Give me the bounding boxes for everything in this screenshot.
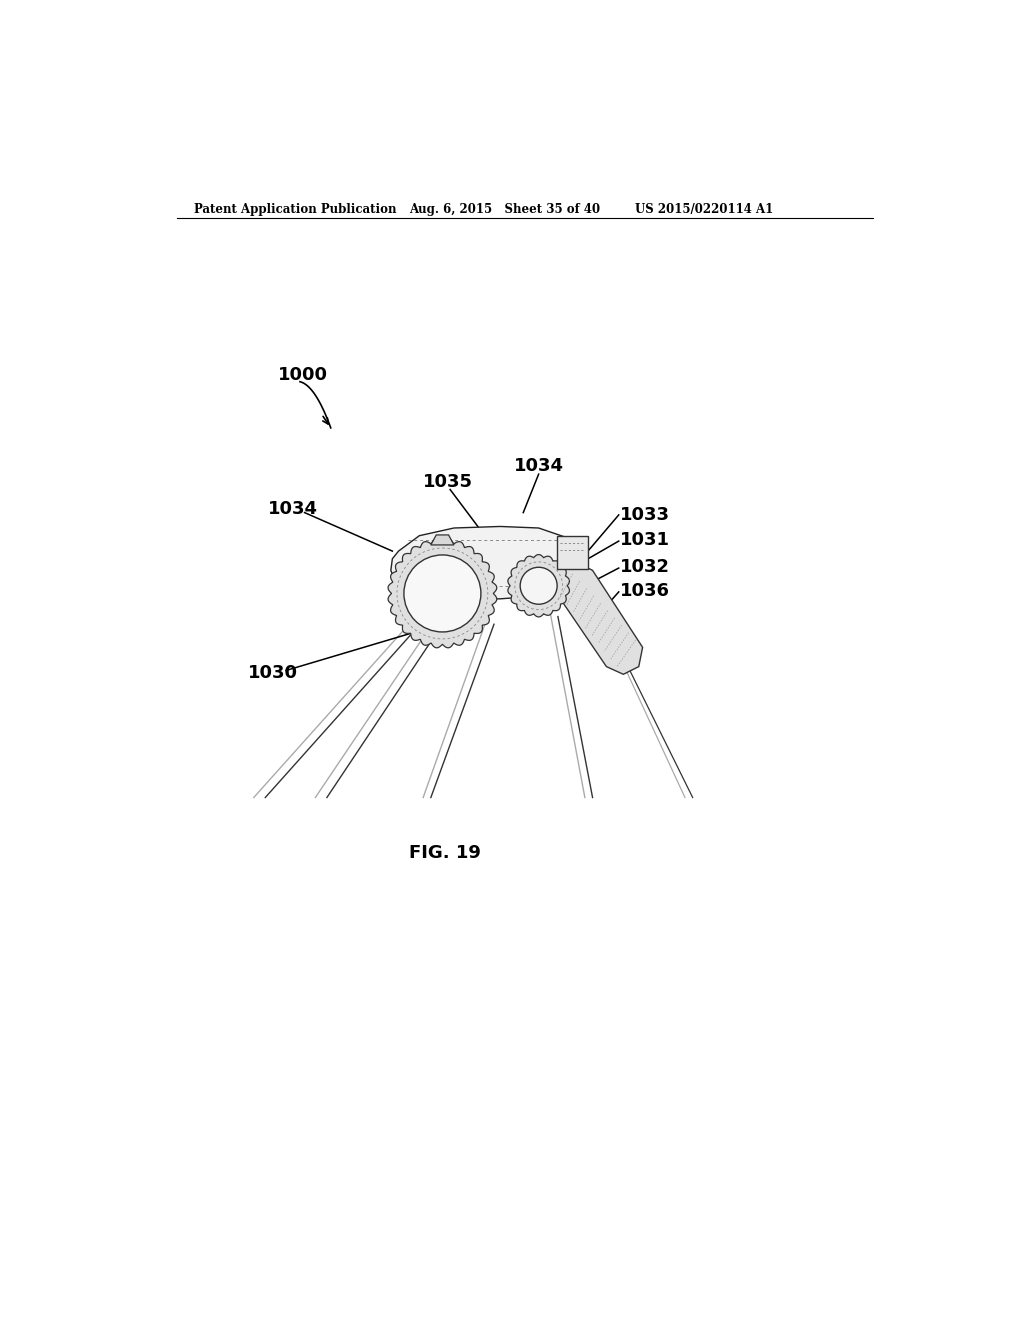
Circle shape — [403, 554, 481, 632]
Polygon shape — [508, 554, 569, 616]
Text: 1033: 1033 — [621, 506, 671, 524]
Text: 1034: 1034 — [514, 458, 564, 475]
Polygon shape — [431, 535, 454, 545]
Text: Patent Application Publication: Patent Application Publication — [195, 203, 397, 216]
Circle shape — [520, 568, 557, 605]
Text: 1034: 1034 — [267, 500, 317, 517]
Text: 1031: 1031 — [621, 532, 671, 549]
Text: 1030: 1030 — [248, 664, 298, 681]
Text: 1032: 1032 — [621, 557, 671, 576]
Text: 1036: 1036 — [621, 582, 671, 601]
Polygon shape — [554, 562, 643, 675]
Polygon shape — [388, 539, 497, 648]
Text: 1000: 1000 — [279, 367, 329, 384]
Text: FIG. 19: FIG. 19 — [410, 843, 481, 862]
FancyBboxPatch shape — [557, 536, 588, 569]
Polygon shape — [391, 527, 579, 599]
Text: 1035: 1035 — [423, 473, 473, 491]
Text: US 2015/0220114 A1: US 2015/0220114 A1 — [635, 203, 773, 216]
Text: Aug. 6, 2015   Sheet 35 of 40: Aug. 6, 2015 Sheet 35 of 40 — [410, 203, 600, 216]
